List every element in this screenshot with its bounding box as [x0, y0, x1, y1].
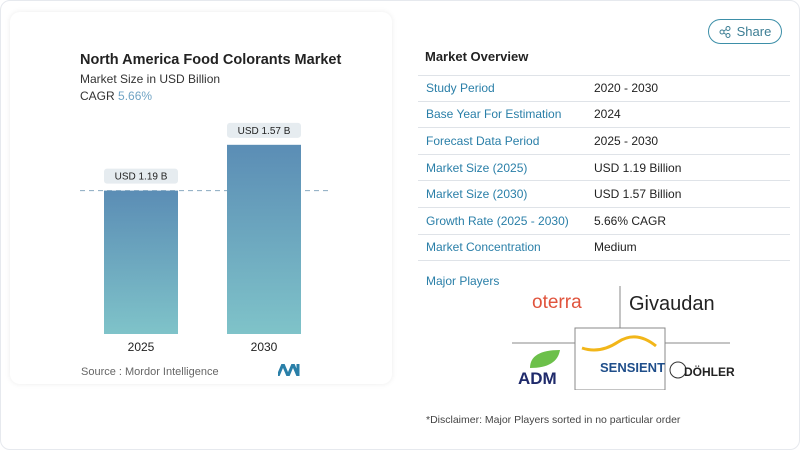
table-row: Market Size (2025) USD 1.19 Billion	[418, 155, 790, 182]
bar-chart: USD 1.19 B 2025 USD 1.57 B 2030	[80, 122, 328, 354]
share-label: Share	[736, 24, 772, 39]
logo-dohler: DÖHLER	[684, 364, 735, 379]
row-value: 5.66% CAGR	[594, 213, 667, 228]
row-label: Market Concentration	[426, 240, 541, 255]
player-logos: oterra Givaudan ADM SENSIENT DÖHLER	[512, 286, 735, 390]
logo-oterra: oterra	[532, 292, 582, 313]
share-button[interactable]: Share	[708, 19, 782, 44]
data-label: USD 1.19 B	[115, 172, 168, 183]
row-label: Market Size (2025)	[426, 160, 528, 175]
table-row: Study Period 2020 - 2030	[418, 75, 790, 102]
data-label-bg	[227, 122, 301, 138]
row-label: Market Size (2030)	[426, 187, 528, 202]
source-text: Source : Mordor Intelligence	[81, 366, 219, 378]
logo-adm: ADM	[518, 369, 557, 388]
bar-2025	[104, 190, 178, 334]
row-label: Base Year For Estimation	[426, 107, 562, 122]
major-players-label: Major Players	[426, 274, 500, 288]
cagr-label: CAGR	[80, 89, 115, 103]
row-label: Study Period	[426, 81, 495, 96]
chart-card	[10, 12, 392, 384]
disclaimer: *Disclaimer: Major Players sorted in no …	[426, 414, 681, 426]
data-label-bg	[104, 168, 178, 184]
table-row: Forecast Data Period 2025 - 2030	[418, 128, 790, 155]
logo-givaudan: Givaudan	[629, 293, 715, 315]
table-row: Growth Rate (2025 - 2030) 5.66% CAGR	[418, 208, 790, 235]
cagr: CAGR 5.66%	[80, 89, 152, 103]
data-label: USD 1.57 B	[238, 126, 291, 137]
chart-title: North America Food Colorants Market	[80, 52, 342, 68]
row-value: 2025 - 2030	[594, 133, 659, 148]
table-row: Base Year For Estimation 2024	[418, 102, 790, 129]
mordor-logo-icon	[278, 364, 300, 376]
x-tick-label: 2025	[128, 340, 155, 354]
row-value: Medium	[594, 240, 637, 255]
x-tick-label: 2030	[251, 340, 278, 354]
overview-title: Market Overview	[425, 49, 529, 64]
table-row: Market Concentration Medium	[418, 235, 790, 262]
adm-leaf-icon	[530, 350, 560, 368]
share-icon	[719, 25, 731, 38]
row-value: USD 1.19 Billion	[594, 160, 682, 175]
logo-sensient: SENSIENT	[600, 360, 665, 375]
sensient-wave-icon	[581, 335, 657, 352]
chart-subtitle: Market Size in USD Billion	[80, 72, 221, 86]
row-value: 2020 - 2030	[594, 81, 659, 96]
cagr-value: 5.66%	[118, 89, 153, 103]
overview-table: Study Period 2020 - 2030 Base Year For Es…	[418, 75, 790, 262]
row-label: Growth Rate (2025 - 2030)	[426, 213, 569, 228]
bar-2030	[227, 144, 301, 334]
row-value: USD 1.57 Billion	[594, 187, 682, 202]
row-value: 2024	[594, 107, 621, 122]
dohler-globe-icon	[669, 361, 687, 379]
row-label: Forecast Data Period	[426, 133, 540, 148]
table-row: Market Size (2030) USD 1.57 Billion	[418, 181, 790, 208]
